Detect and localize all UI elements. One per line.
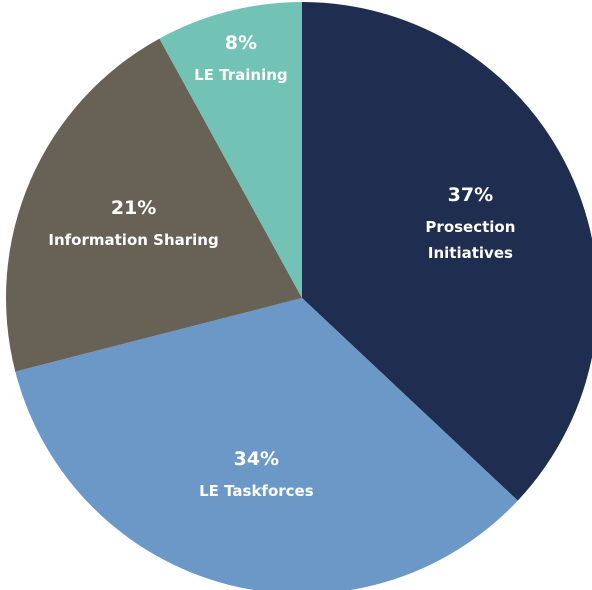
category-label: Prosection Initiatives: [425, 218, 516, 263]
slice-label: 21% Information Sharing: [24, 197, 244, 253]
value-label: 34%: [233, 447, 280, 470]
pie-slice: [302, 2, 592, 501]
value-label: 8%: [224, 32, 258, 55]
value-label: 21%: [110, 197, 157, 220]
pie-slice: [159, 2, 302, 298]
slice-label: 37% Prosection Initiatives: [405, 184, 535, 266]
category-label: Information Sharing: [48, 231, 219, 250]
slice-label: 8% LE Training: [131, 32, 351, 88]
slice-label: 34% LE Taskforces: [146, 448, 366, 504]
category-label: LE Training: [194, 66, 288, 85]
category-label: LE Taskforces: [199, 481, 314, 500]
pie-slice: [5, 38, 303, 372]
value-label: 37%: [447, 184, 494, 207]
pie-slice: [15, 298, 518, 590]
